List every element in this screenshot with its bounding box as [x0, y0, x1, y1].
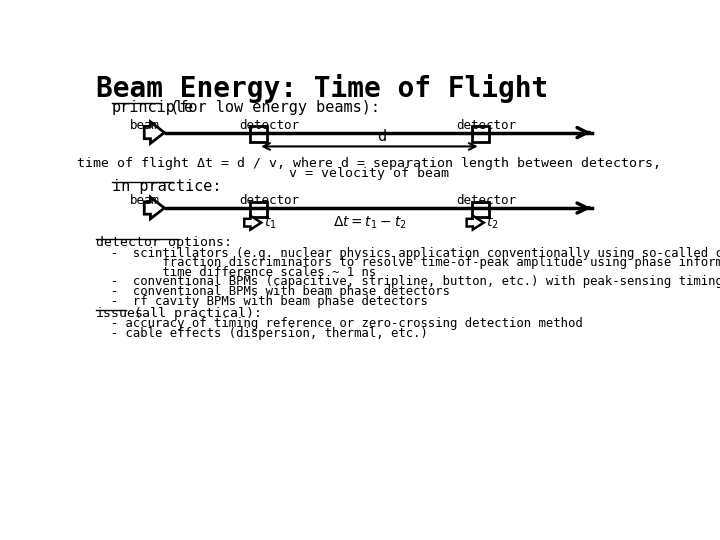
- Text: detector: detector: [239, 119, 299, 132]
- Text: $t_2$: $t_2$: [486, 214, 499, 231]
- Text: v = velocity of beam: v = velocity of beam: [289, 167, 449, 180]
- Text: in practice:: in practice:: [112, 179, 221, 194]
- Text: detector options:: detector options:: [96, 236, 232, 249]
- Text: $t_1$: $t_1$: [264, 214, 276, 231]
- Text: beam: beam: [130, 194, 161, 207]
- Text: issues: issues: [96, 307, 144, 320]
- Text: Beam Energy: Time of Flight: Beam Energy: Time of Flight: [96, 74, 549, 103]
- Text: beam: beam: [130, 119, 161, 132]
- Text: time of flight Δt = d / v, where d = separation length between detectors,: time of flight Δt = d / v, where d = sep…: [77, 157, 661, 170]
- Bar: [250, 202, 266, 217]
- Text: principle: principle: [112, 100, 194, 115]
- Text: (all practical):: (all practical):: [126, 307, 261, 320]
- Text: $\Delta t = t_1 - t_2$: $\Delta t = t_1 - t_2$: [333, 214, 406, 231]
- Polygon shape: [467, 215, 484, 230]
- Text: -  conventional BPMs with beam phase detectors: - conventional BPMs with beam phase dete…: [96, 285, 450, 298]
- Bar: [250, 126, 266, 142]
- Text: detector: detector: [239, 194, 299, 207]
- Text: detector: detector: [456, 194, 516, 207]
- Text: -  scintillators (e.g. nuclear physics application conventionally using so-calle: - scintillators (e.g. nuclear physics ap…: [96, 247, 720, 260]
- Text: -  rf cavity BPMs with beam phase detectors: - rf cavity BPMs with beam phase detecto…: [96, 295, 428, 308]
- Text: d: d: [377, 129, 386, 144]
- Text: detector: detector: [456, 119, 516, 132]
- Text: - cable effects (dispersion, thermal, etc.): - cable effects (dispersion, thermal, et…: [96, 327, 428, 340]
- Text: - accuracy of timing reference or zero-crossing detection method: - accuracy of timing reference or zero-c…: [96, 317, 583, 330]
- Polygon shape: [144, 197, 164, 219]
- Text: (for low energy beams):: (for low energy beams):: [161, 100, 379, 115]
- Bar: [472, 126, 489, 142]
- Text: -  conventional BPMs (capacitive, stripline, button, etc.) with peak-sensing tim: - conventional BPMs (capacitive, stripli…: [96, 275, 720, 288]
- Polygon shape: [144, 122, 164, 143]
- Polygon shape: [244, 215, 261, 230]
- Text: time difference scales ~ 1 ns: time difference scales ~ 1 ns: [96, 266, 377, 279]
- Bar: [472, 202, 489, 217]
- Text: fraction discriminators to resolve time-of-peak amplitude using phase informatio: fraction discriminators to resolve time-…: [96, 256, 720, 269]
